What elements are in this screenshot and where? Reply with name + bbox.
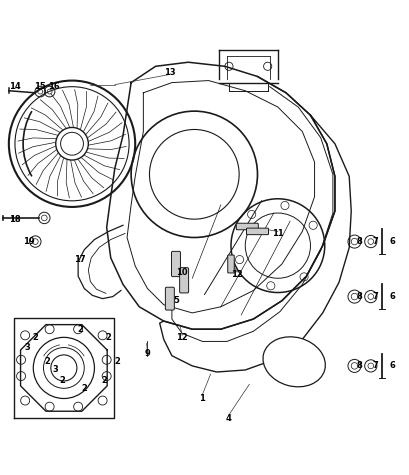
Text: 2: 2 xyxy=(59,376,65,385)
Text: 2: 2 xyxy=(77,325,83,334)
Text: 10: 10 xyxy=(176,267,188,276)
Text: 19: 19 xyxy=(23,237,35,246)
Text: 2: 2 xyxy=(81,384,87,393)
Text: 3: 3 xyxy=(24,343,30,352)
Text: 12: 12 xyxy=(176,333,188,342)
FancyBboxPatch shape xyxy=(171,251,180,276)
Text: 17: 17 xyxy=(74,256,86,265)
Text: 2: 2 xyxy=(45,357,50,366)
Text: 4: 4 xyxy=(226,414,232,423)
Text: 13: 13 xyxy=(164,68,176,77)
Text: 12: 12 xyxy=(231,270,243,279)
Text: 16: 16 xyxy=(48,82,60,91)
Text: 6: 6 xyxy=(389,292,395,301)
Text: 3: 3 xyxy=(53,365,58,374)
Text: 9: 9 xyxy=(144,349,151,358)
FancyBboxPatch shape xyxy=(247,228,268,235)
Text: 15: 15 xyxy=(34,82,45,91)
Ellipse shape xyxy=(263,337,325,387)
FancyBboxPatch shape xyxy=(165,287,174,310)
Text: 6: 6 xyxy=(389,361,395,371)
Text: 8: 8 xyxy=(357,292,362,301)
FancyBboxPatch shape xyxy=(236,223,258,230)
Text: 2: 2 xyxy=(106,333,112,342)
Text: 6: 6 xyxy=(389,237,395,246)
Text: 7: 7 xyxy=(373,292,379,301)
Text: 5: 5 xyxy=(173,296,179,305)
Text: 7: 7 xyxy=(373,237,379,246)
Text: 8: 8 xyxy=(357,237,362,246)
Text: 14: 14 xyxy=(9,82,21,91)
Text: 2: 2 xyxy=(114,357,120,366)
Text: 2: 2 xyxy=(32,333,38,342)
Text: 2: 2 xyxy=(102,376,108,385)
FancyBboxPatch shape xyxy=(180,268,189,293)
Text: 8: 8 xyxy=(357,361,362,371)
FancyBboxPatch shape xyxy=(228,255,234,273)
Text: 11: 11 xyxy=(272,229,284,238)
Text: 7: 7 xyxy=(373,361,379,371)
Text: 1: 1 xyxy=(200,394,205,403)
Text: 18: 18 xyxy=(9,215,21,224)
